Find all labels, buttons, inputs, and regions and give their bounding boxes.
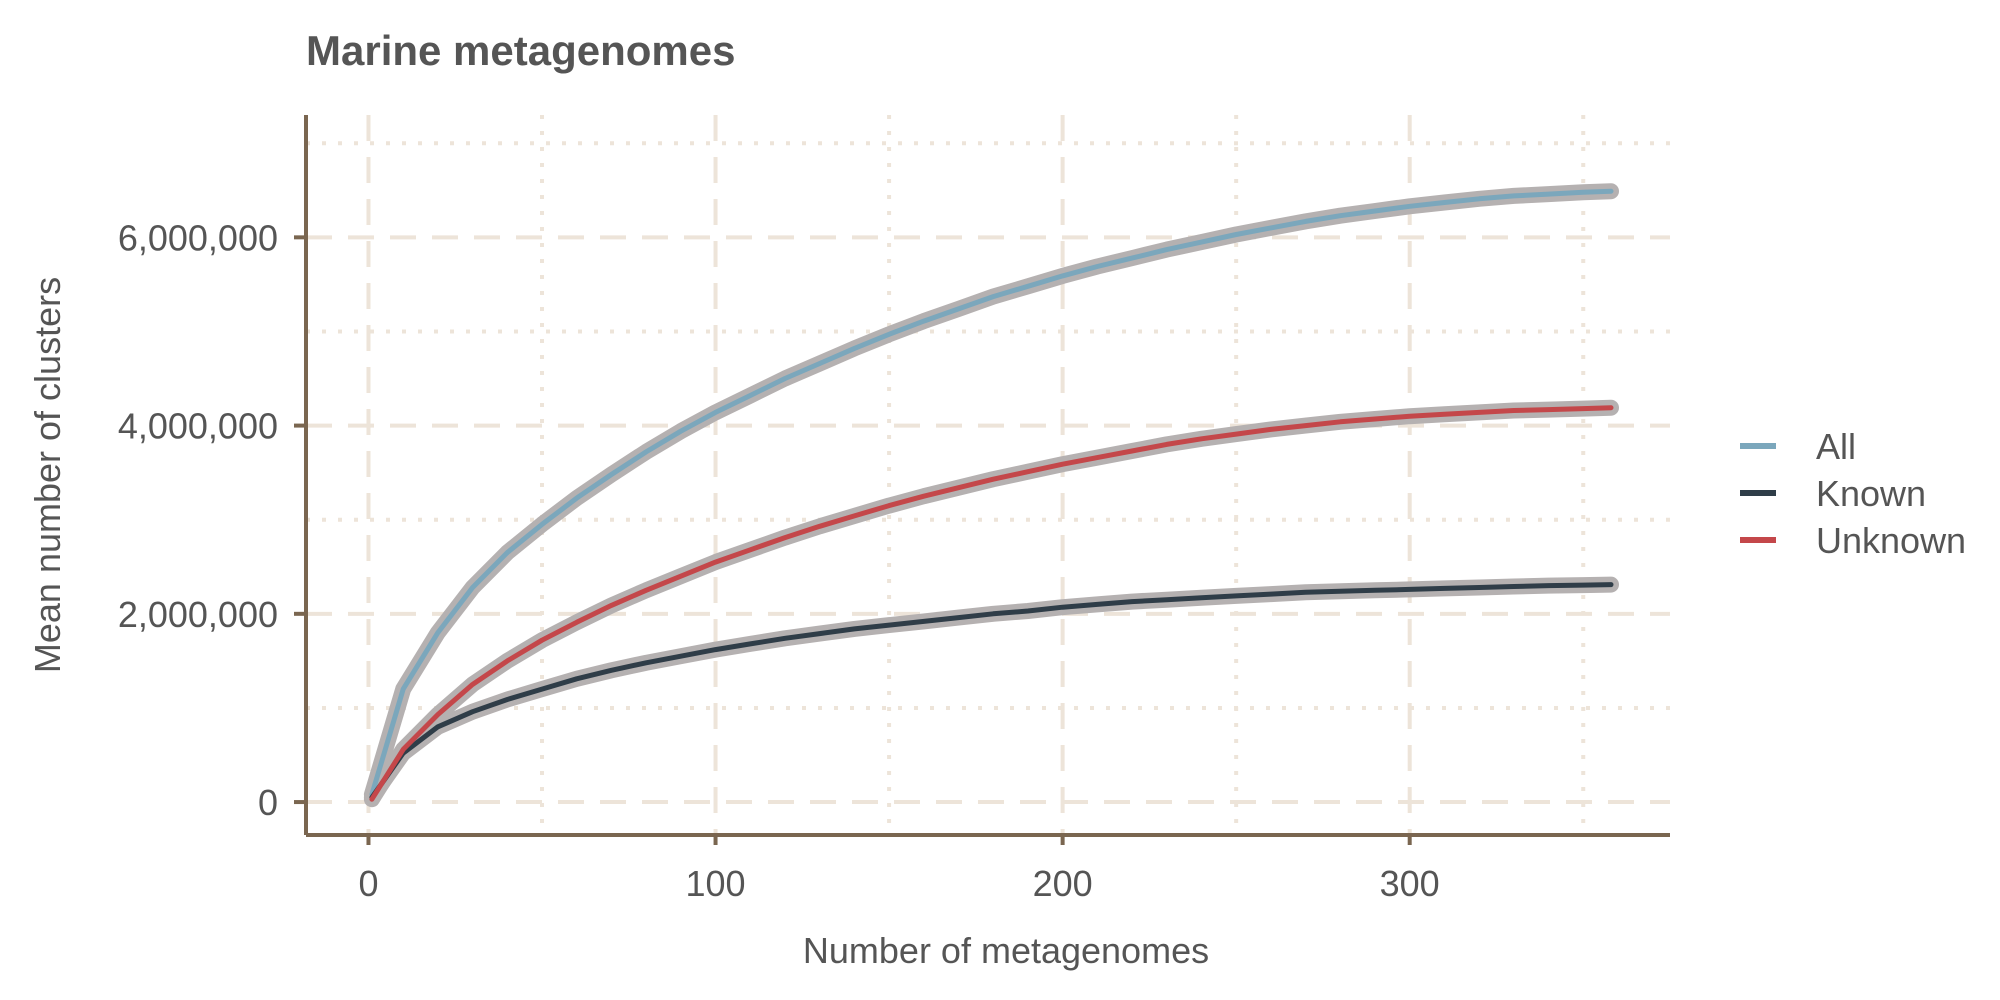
y-tick-label: 2,000,000 xyxy=(118,594,278,635)
legend-label: All xyxy=(1816,426,1856,467)
y-tick-label: 4,000,000 xyxy=(118,406,278,447)
y-tick-label: 0 xyxy=(258,782,278,823)
confidence-bands xyxy=(363,183,1619,808)
legend: All Known Unknown xyxy=(1740,426,1966,561)
legend-label: Unknown xyxy=(1816,520,1966,561)
series-line-unknown xyxy=(369,405,1614,802)
series-line-all xyxy=(369,188,1614,797)
series-lines xyxy=(369,188,1614,802)
series-line-known xyxy=(369,582,1614,800)
legend-item-all: All xyxy=(1740,426,1856,467)
x-tick-label: 200 xyxy=(1033,863,1093,904)
x-axis-title: Number of metagenomes xyxy=(803,930,1209,971)
x-axis-ticks: 0 100 200 300 xyxy=(358,835,1440,904)
y-tick-label: 6,000,000 xyxy=(118,217,278,258)
confidence-band-known xyxy=(363,576,1619,806)
axes xyxy=(304,115,1670,837)
major-gridlines xyxy=(306,115,1670,835)
legend-item-known: Known xyxy=(1740,473,1926,514)
legend-item-unknown: Unknown xyxy=(1740,520,1966,561)
x-tick-label: 0 xyxy=(358,863,378,904)
y-axis-title: Mean number of clusters xyxy=(27,277,68,673)
x-tick-label: 100 xyxy=(686,863,746,904)
chart-title: Marine metagenomes xyxy=(306,27,735,74)
y-axis-ticks: 0 2,000,000 4,000,000 6,000,000 xyxy=(118,217,306,823)
confidence-band-unknown xyxy=(363,399,1619,808)
confidence-band-all xyxy=(363,183,1619,803)
x-tick-label: 300 xyxy=(1380,863,1440,904)
minor-gridlines xyxy=(306,115,1670,835)
legend-label: Known xyxy=(1816,473,1926,514)
